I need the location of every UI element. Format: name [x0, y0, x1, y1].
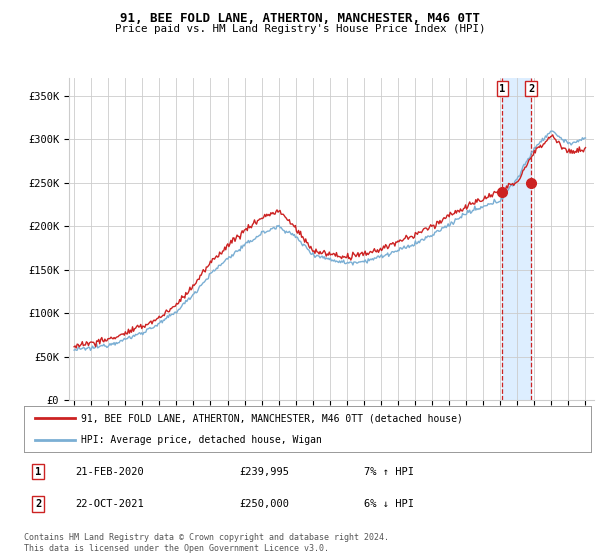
Text: 7% ↑ HPI: 7% ↑ HPI	[364, 466, 414, 477]
Text: 2: 2	[528, 84, 534, 94]
Text: Price paid vs. HM Land Registry's House Price Index (HPI): Price paid vs. HM Land Registry's House …	[115, 24, 485, 34]
Text: 6% ↓ HPI: 6% ↓ HPI	[364, 499, 414, 509]
Text: 21-FEB-2020: 21-FEB-2020	[75, 466, 144, 477]
Text: 2: 2	[35, 499, 41, 509]
Text: 1: 1	[35, 466, 41, 477]
Text: Contains HM Land Registry data © Crown copyright and database right 2024.
This d: Contains HM Land Registry data © Crown c…	[24, 533, 389, 553]
Text: 22-OCT-2021: 22-OCT-2021	[75, 499, 144, 509]
Text: 91, BEE FOLD LANE, ATHERTON, MANCHESTER, M46 0TT (detached house): 91, BEE FOLD LANE, ATHERTON, MANCHESTER,…	[80, 413, 463, 423]
Text: £239,995: £239,995	[239, 466, 289, 477]
Text: 1: 1	[499, 84, 506, 94]
Text: HPI: Average price, detached house, Wigan: HPI: Average price, detached house, Wiga…	[80, 436, 322, 445]
Text: 91, BEE FOLD LANE, ATHERTON, MANCHESTER, M46 0TT: 91, BEE FOLD LANE, ATHERTON, MANCHESTER,…	[120, 12, 480, 25]
Text: £250,000: £250,000	[239, 499, 289, 509]
Bar	[502, 78, 531, 400]
